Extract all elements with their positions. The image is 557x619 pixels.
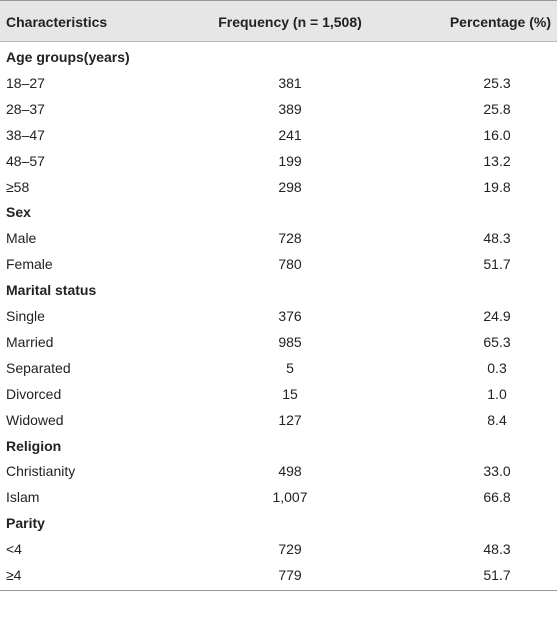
row-label: 38–47 xyxy=(6,126,45,143)
percentage-cell: 8.4 xyxy=(487,411,507,428)
row-label: <4 xyxy=(6,541,22,558)
frequency-cell: 729 xyxy=(278,541,302,558)
section-title: Marital status xyxy=(6,282,97,299)
frequency-cell: 779 xyxy=(278,567,302,583)
percentage-cell: 48.3 xyxy=(483,230,511,247)
header-row: Characteristics Frequency (n = 1,508) Pe… xyxy=(0,0,557,42)
percentage-cell: 66.8 xyxy=(483,489,511,506)
row-label: Divorced xyxy=(6,385,62,402)
percentage-cell: 48.3 xyxy=(483,541,511,558)
section-title: Age groups(years) xyxy=(6,49,130,65)
row-label: ≥4 xyxy=(6,567,22,583)
frequency-cell: 127 xyxy=(278,411,302,428)
row-label: Widowed xyxy=(6,411,64,428)
bottom-rule xyxy=(0,589,557,591)
frequency-cell: 780 xyxy=(278,256,302,273)
frequency-cell: 298 xyxy=(278,178,302,195)
row-label: Islam xyxy=(6,489,40,506)
percentage-cell: 1.0 xyxy=(487,385,507,402)
row-label: Single xyxy=(6,308,45,324)
header-cell: Characteristics xyxy=(6,14,108,30)
section-title: Sex xyxy=(6,204,31,221)
header-cell: Frequency (n = 1,508) xyxy=(218,14,362,30)
row-label: Separated xyxy=(6,359,71,376)
percentage-cell: 13.2 xyxy=(483,152,511,169)
header-cell: Percentage (%) xyxy=(449,14,551,30)
percentage-cell: 19.8 xyxy=(483,178,511,195)
percentage-cell: 24.9 xyxy=(483,308,511,324)
percentage-cell: 25.3 xyxy=(483,74,511,91)
row-label: Christianity xyxy=(6,463,76,480)
percentage-cell: 33.0 xyxy=(483,463,511,480)
section-title: Parity xyxy=(6,515,45,532)
frequency-cell: 376 xyxy=(278,308,302,324)
frequency-cell: 15 xyxy=(282,385,298,402)
percentage-cell: 16.0 xyxy=(483,126,511,143)
frequency-cell: 498 xyxy=(278,463,302,480)
percentage-cell: 25.8 xyxy=(483,100,511,117)
frequency-cell: 389 xyxy=(278,100,302,117)
row-label: Married xyxy=(6,333,54,350)
percentage-cell: 51.7 xyxy=(483,567,511,583)
row-label: 28–37 xyxy=(6,100,45,117)
percentage-cell: 0.3 xyxy=(487,359,507,376)
row-label: ≥58 xyxy=(6,178,30,195)
percentage-cell: 65.3 xyxy=(483,333,511,350)
frequency-cell: 985 xyxy=(278,333,302,350)
section-title: Religion xyxy=(6,437,62,454)
percentage-cell: 51.7 xyxy=(483,256,511,273)
frequency-cell: 1,007 xyxy=(272,489,308,506)
frequency-cell: 5 xyxy=(286,359,294,376)
row-label: 48–57 xyxy=(6,152,45,169)
row-label: Male xyxy=(6,230,37,247)
frequency-cell: 381 xyxy=(278,74,302,91)
frequency-cell: 199 xyxy=(278,152,302,169)
frequency-cell: 241 xyxy=(278,126,302,143)
row-label: 18–27 xyxy=(6,74,45,91)
row-label: Female xyxy=(6,256,53,273)
frequency-cell: 728 xyxy=(278,230,302,247)
